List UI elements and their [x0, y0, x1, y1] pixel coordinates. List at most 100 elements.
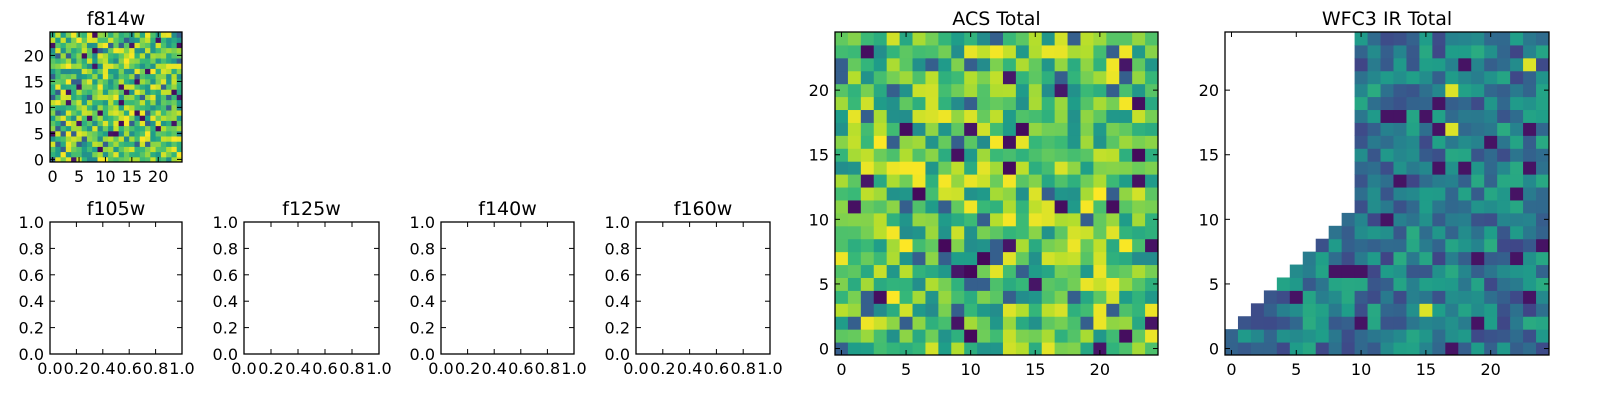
- x-tick-label: 10: [960, 360, 980, 379]
- heatmap-cell: [1471, 303, 1485, 317]
- heatmap-cell: [1106, 174, 1120, 188]
- heatmap-cell: [886, 290, 901, 304]
- heatmap-cell: [50, 42, 56, 49]
- heatmap-cell: [860, 290, 875, 304]
- heatmap-cell: [964, 316, 978, 330]
- heatmap-cell: [835, 251, 849, 266]
- heatmap-cell: [145, 37, 151, 43]
- axes-frame: [635, 221, 771, 355]
- heatmap-cell: [118, 58, 125, 64]
- heatmap-cell: [1119, 199, 1133, 214]
- heatmap-cell: [938, 44, 952, 59]
- heatmap-cell: [990, 329, 1004, 343]
- heatmap-cell: [1015, 148, 1030, 162]
- heatmap-cell: [65, 52, 72, 59]
- heatmap-cell: [176, 125, 183, 132]
- heatmap-cell: [1484, 199, 1498, 214]
- heatmap-cell: [1132, 109, 1146, 123]
- heatmap-cell: [1145, 251, 1159, 266]
- heatmap-cell: [1119, 148, 1133, 162]
- heatmap-cell: [118, 99, 125, 106]
- heatmap-cell: [113, 151, 120, 158]
- heatmap-cell: [860, 148, 875, 162]
- heatmap-cell: [860, 316, 875, 330]
- heatmap-cell: [1328, 290, 1343, 304]
- heatmap-cell: [1132, 96, 1146, 111]
- x-tick-label: 0.6: [312, 359, 337, 378]
- heatmap-cell: [1132, 290, 1146, 304]
- heatmap-cell: [108, 125, 114, 132]
- heatmap-cell: [1367, 290, 1382, 304]
- heatmap-cell: [1041, 212, 1056, 227]
- heatmap-cell: [1002, 264, 1017, 278]
- heatmap-cell: [145, 84, 151, 90]
- heatmap-cell: [886, 303, 901, 317]
- heatmap-cell: [1354, 225, 1369, 240]
- heatmap-cell: [1445, 225, 1459, 240]
- heatmap-cell: [81, 84, 88, 90]
- heatmap-cell: [1119, 277, 1133, 291]
- heatmap-cell: [1497, 83, 1511, 98]
- heatmap-cell: [847, 187, 862, 201]
- heatmap-cell: [1145, 238, 1159, 253]
- heatmap-cell: [171, 130, 178, 137]
- heatmap-cell: [1080, 32, 1094, 46]
- heatmap-cell: [102, 99, 109, 106]
- heatmap-cell: [1276, 290, 1291, 304]
- heatmap-cell: [76, 63, 83, 69]
- heatmap-cell: [964, 225, 978, 240]
- heatmap-cell: [1419, 277, 1433, 291]
- heatmap-cell: [1458, 148, 1472, 162]
- heatmap-cell: [1289, 316, 1304, 330]
- y-tick-label: 10: [809, 210, 829, 229]
- heatmap-cell: [1484, 264, 1498, 278]
- heatmap-cell: [65, 63, 72, 69]
- heatmap-cell: [1536, 70, 1550, 85]
- heatmap-cell: [1080, 290, 1094, 304]
- heatmap-cell: [81, 58, 88, 64]
- heatmap-cell: [1145, 225, 1159, 240]
- heatmap-cell: [108, 68, 114, 75]
- heatmap-cell: [1041, 316, 1056, 330]
- heatmap-cell: [76, 151, 83, 158]
- heatmap-cell: [108, 146, 114, 153]
- heatmap-cell: [150, 58, 157, 64]
- heatmap-cell: [113, 104, 120, 111]
- heatmap-cell: [1054, 342, 1069, 356]
- heatmap-cell: [847, 251, 862, 266]
- heatmap-cell: [1458, 161, 1472, 175]
- heatmap-cell: [1067, 96, 1081, 111]
- heatmap-cell: [166, 37, 172, 43]
- heatmap-cell: [1028, 32, 1043, 46]
- heatmap-cell: [912, 329, 926, 343]
- heatmap-cell: [1510, 161, 1524, 175]
- heatmap-cell: [1432, 199, 1446, 214]
- heatmap-cell: [1341, 290, 1356, 304]
- heatmap-cell: [835, 264, 849, 278]
- heatmap-cell: [951, 44, 965, 59]
- heatmap-cell: [1041, 238, 1056, 253]
- heatmap-cell: [1380, 251, 1394, 266]
- heatmap-cell: [171, 47, 178, 54]
- heatmap-cell: [951, 238, 965, 253]
- x-tick-label: 20: [148, 167, 168, 186]
- heatmap-cell: [1523, 44, 1537, 59]
- heatmap-cell: [990, 174, 1004, 188]
- heatmap-cell: [1406, 161, 1420, 175]
- heatmap-cell: [1145, 32, 1159, 46]
- heatmap-cell: [166, 63, 172, 69]
- heatmap-cell: [1145, 316, 1159, 330]
- heatmap-cell: [1432, 303, 1446, 317]
- heatmap-cell: [139, 125, 146, 132]
- heatmap-cell: [912, 70, 926, 85]
- heatmap-cell: [860, 109, 875, 123]
- heatmap-cell: [1367, 174, 1382, 188]
- heatmap-cell: [990, 238, 1004, 253]
- heatmap-cell: [160, 42, 167, 49]
- heatmap-cell: [1354, 135, 1369, 149]
- heatmap-cell: [145, 47, 151, 54]
- x-tick-label: 0.0: [428, 359, 453, 378]
- heatmap-cell: [1458, 83, 1472, 98]
